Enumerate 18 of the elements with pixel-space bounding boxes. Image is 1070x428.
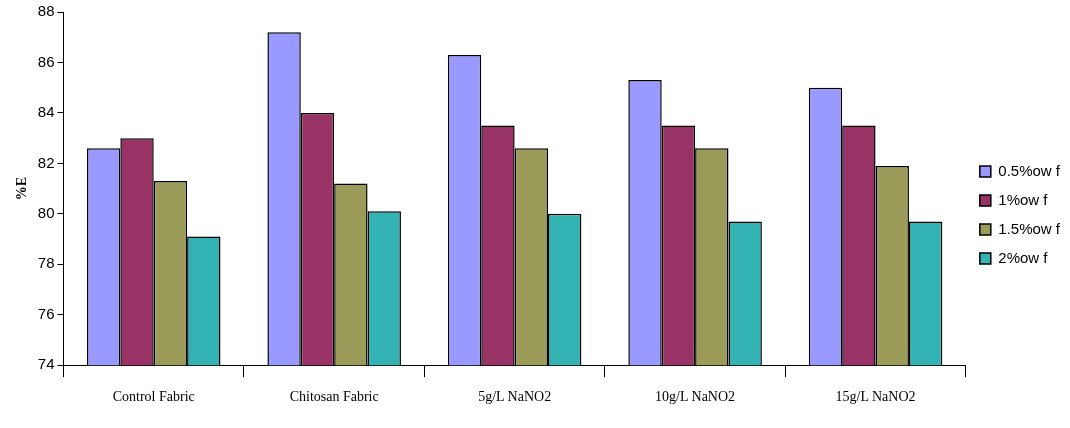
y-tick-label: 84	[37, 103, 55, 121]
legend-label: 1.5%ow f	[998, 219, 1061, 237]
x-tick-label: Chitosan Fabric	[289, 389, 379, 405]
legend-label: 1%ow f	[998, 190, 1049, 208]
y-axis-title: %E	[14, 176, 30, 201]
legend-label: 2%ow f	[998, 248, 1049, 266]
y-tick-label: 88	[37, 2, 55, 20]
x-tick-label: Control Fabric	[112, 389, 195, 405]
x-tick-label: 5g/L NaNO2	[478, 389, 552, 405]
y-tick-label: 82	[37, 153, 55, 171]
y-tick-label: 86	[37, 52, 55, 70]
y-tick-label: 76	[37, 304, 55, 322]
legend-label: 0.5%ow f	[998, 161, 1061, 179]
y-tick-label: 78	[37, 254, 55, 272]
y-tick-label: 80	[37, 203, 55, 221]
y-tick-label: 74	[37, 355, 55, 373]
x-tick-label: 15g/L NaNO2	[835, 389, 916, 405]
x-tick-label: 10g/L NaNO2	[655, 389, 736, 405]
